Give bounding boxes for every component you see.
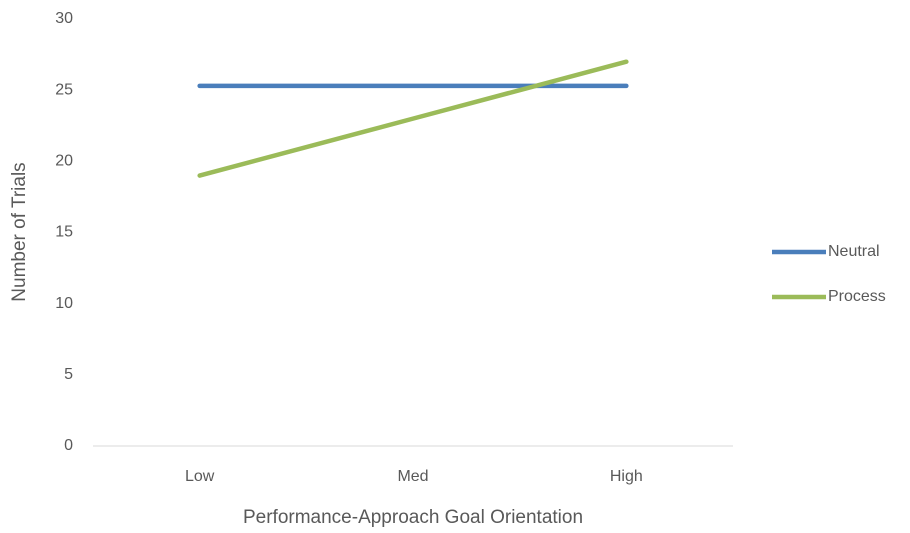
x-axis-title: Performance-Approach Goal Orientation <box>243 507 583 528</box>
x-tick-label: Med <box>397 468 428 485</box>
y-tick-label: 20 <box>55 153 73 170</box>
y-tick-label: 0 <box>64 437 73 454</box>
y-tick-label: 10 <box>55 295 73 312</box>
legend-label: Neutral <box>828 243 880 260</box>
y-tick-label: 30 <box>55 10 73 27</box>
legend-label: Process <box>828 288 886 305</box>
y-tick-label: 5 <box>64 366 73 383</box>
y-axis-title: Number of Trials <box>9 162 30 301</box>
y-tick-label: 15 <box>55 224 73 241</box>
y-tick-label: 25 <box>55 81 73 98</box>
series-line <box>197 59 629 178</box>
x-tick-label: Low <box>185 468 215 485</box>
x-tick-label: High <box>610 468 643 485</box>
